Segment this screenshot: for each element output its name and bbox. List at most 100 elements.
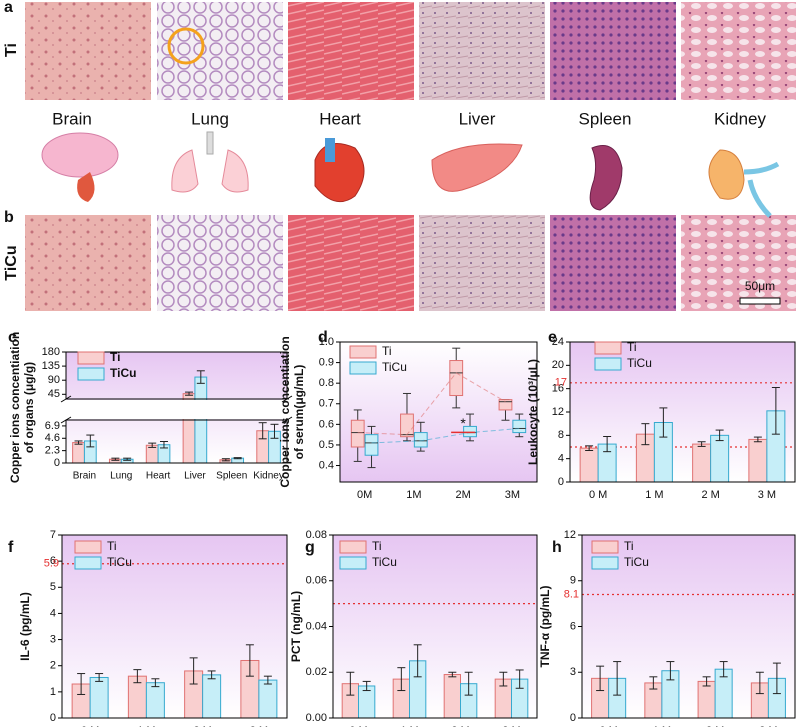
y-axis-label: Leukocyte (10³/μL): [526, 359, 540, 465]
y-tick-label: 24: [552, 336, 564, 348]
reference-label: 17: [555, 377, 567, 389]
y-tick-label: 3: [570, 666, 576, 678]
y-tick-label: 4: [558, 453, 564, 465]
x-tick-label: Liver: [184, 471, 206, 482]
x-tick-label: 3 M: [502, 725, 520, 727]
x-tick-label: 2 M: [701, 489, 719, 501]
image: [157, 2, 283, 100]
y-axis-label: IL-6 (pg/mL): [18, 592, 32, 661]
image: [157, 215, 283, 311]
y-tick-label: 1: [50, 686, 56, 698]
median-trend: [371, 427, 520, 444]
scale-bar: [739, 297, 781, 305]
x-tick-label: 3 M: [250, 725, 268, 727]
reference-label: 5.9: [44, 558, 59, 570]
y-axis-label: Copper ions concentiation: [278, 336, 292, 487]
y-tick-label: 2.3: [45, 445, 60, 457]
y-tick-label: 3: [50, 633, 56, 645]
image: [419, 2, 545, 100]
y-tick-label: 0: [558, 476, 564, 488]
box: [498, 399, 513, 411]
box: [512, 419, 527, 434]
legend-label: Ti: [372, 539, 382, 553]
y-axis-label: TNF-α (pg/mL): [538, 585, 552, 667]
y-tick-label: 90: [48, 374, 60, 386]
plot-frame: [65, 419, 288, 464]
y-tick-label: 8: [558, 429, 564, 441]
chart: g PCT (ng/mL) 0.00 0.02 0.04 0.06 0.08 0 M 1 M 2 …: [289, 529, 538, 727]
x-tick-label: Kidney: [253, 471, 284, 482]
legend-swatch: [74, 556, 102, 570]
y-tick-label: 0: [50, 712, 56, 724]
y-tick-label: 0.08: [306, 529, 327, 541]
legend-label: Ti: [382, 344, 392, 358]
organ-label: Heart: [319, 109, 361, 128]
legend-label: TiCu: [627, 356, 652, 370]
legend-label: Ti: [627, 340, 637, 354]
y-tick-label: 1.0: [319, 336, 334, 348]
y-tick-label: 0: [54, 457, 60, 469]
y-tick-label: 5: [50, 581, 56, 593]
histology: 50μm a Ti b TiCu Brain Lung Heart Liver …: [3, 0, 796, 311]
y-tick-label: 4.6: [45, 432, 60, 444]
panel-label: e: [548, 329, 557, 346]
panel-label: c: [8, 329, 17, 346]
image: [25, 2, 151, 100]
box: [449, 360, 464, 397]
bar: [145, 682, 165, 719]
y-tick-label: 0.7: [319, 398, 334, 410]
box: [413, 432, 428, 448]
legend-swatch: [594, 357, 622, 371]
plot-frame: [61, 534, 288, 719]
bar: [697, 680, 716, 719]
row-label: TiCu: [3, 245, 20, 280]
y-tick-label: 0.9: [319, 356, 334, 368]
x-tick-label: 0 M: [589, 489, 607, 501]
x-tick-label: 1 M: [653, 725, 671, 727]
scale-label: 50μm: [745, 279, 775, 293]
box: [364, 434, 379, 456]
bar: [710, 434, 730, 483]
image: [419, 215, 545, 311]
x-tick-label: 0M: [357, 489, 372, 501]
y-tick-label: 9: [570, 575, 576, 587]
y-tick-label: 0.06: [306, 575, 327, 587]
x-tick-label: 3 M: [759, 725, 777, 727]
legend-swatch: [591, 556, 619, 570]
axis-break: [60, 400, 293, 419]
y-tick-label: 0.4: [319, 459, 334, 471]
legend-label: TiCu: [107, 555, 132, 569]
legend-swatch: [349, 345, 377, 359]
panel-label: d: [318, 329, 328, 346]
y-tick-label: 16: [552, 383, 564, 395]
y-tick-label: 20: [552, 359, 564, 371]
x-tick-label: 3 M: [758, 489, 776, 501]
x-tick-label: 0 M: [81, 725, 99, 727]
panel-label: a: [4, 0, 13, 16]
y-tick-label: 6: [570, 620, 576, 632]
y-tick-label: 0.02: [306, 666, 327, 678]
highlight: [167, 27, 205, 65]
y-tick-label: 12: [552, 406, 564, 418]
bar: [579, 447, 599, 483]
y-tick-label: 7: [50, 529, 56, 541]
box: [400, 413, 414, 438]
x-tick-label: Spleen: [216, 471, 247, 482]
y-tick-label: 0.8: [319, 377, 334, 389]
x-tick-label: 3M: [505, 489, 520, 501]
legend-label: TiCu: [110, 366, 136, 380]
bar: [748, 438, 768, 483]
x-tick-label: 1 M: [400, 725, 418, 727]
image: [550, 2, 676, 100]
legend-label: TiCu: [624, 555, 649, 569]
image: [25, 215, 151, 311]
y-axis-label: PCT (ng/mL): [289, 591, 303, 662]
panel-label: g: [305, 539, 315, 556]
image: [550, 215, 676, 311]
y-axis-label: Copper ions concentiation: [8, 332, 22, 483]
bar: [145, 444, 159, 464]
legend-swatch: [77, 351, 105, 365]
image: [288, 2, 414, 100]
